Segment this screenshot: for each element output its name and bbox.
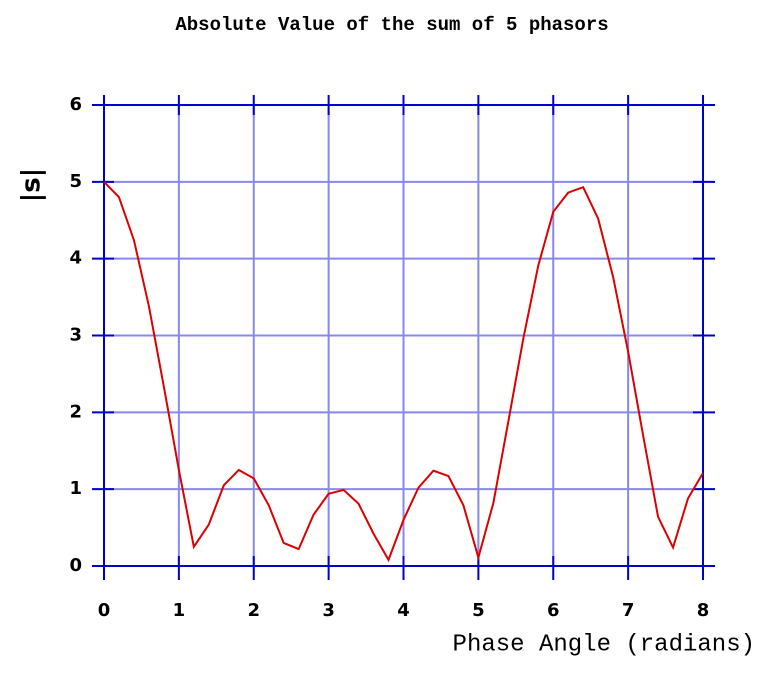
y-tick-label: 5 — [69, 171, 82, 192]
x-tick-label: 7 — [622, 600, 635, 621]
x-tick-label: 0 — [98, 600, 111, 621]
x-tick-label: 2 — [247, 600, 260, 621]
x-tick-label: 1 — [173, 600, 186, 621]
data-line — [103, 181, 704, 563]
y-axis-label: |s| — [17, 168, 47, 202]
x-tick-label: 8 — [697, 600, 710, 621]
chart-title: Absolute Value of the sum of 5 phasors — [175, 14, 608, 36]
y-tick-label: 4 — [69, 248, 82, 269]
x-tick-label: 3 — [322, 600, 335, 621]
x-tick-label: 5 — [472, 600, 485, 621]
y-tick-label: 3 — [69, 325, 82, 346]
x-tick-label: 4 — [397, 600, 410, 621]
x-tick-label: 6 — [547, 600, 560, 621]
y-tick-label: 1 — [69, 478, 82, 499]
x-axis-label: Phase Angle (radians) — [453, 631, 755, 658]
y-tick-label: 6 — [69, 94, 82, 115]
y-tick-label: 0 — [69, 555, 82, 576]
y-tick-label: 2 — [69, 401, 82, 422]
plot-frame — [103, 104, 704, 567]
